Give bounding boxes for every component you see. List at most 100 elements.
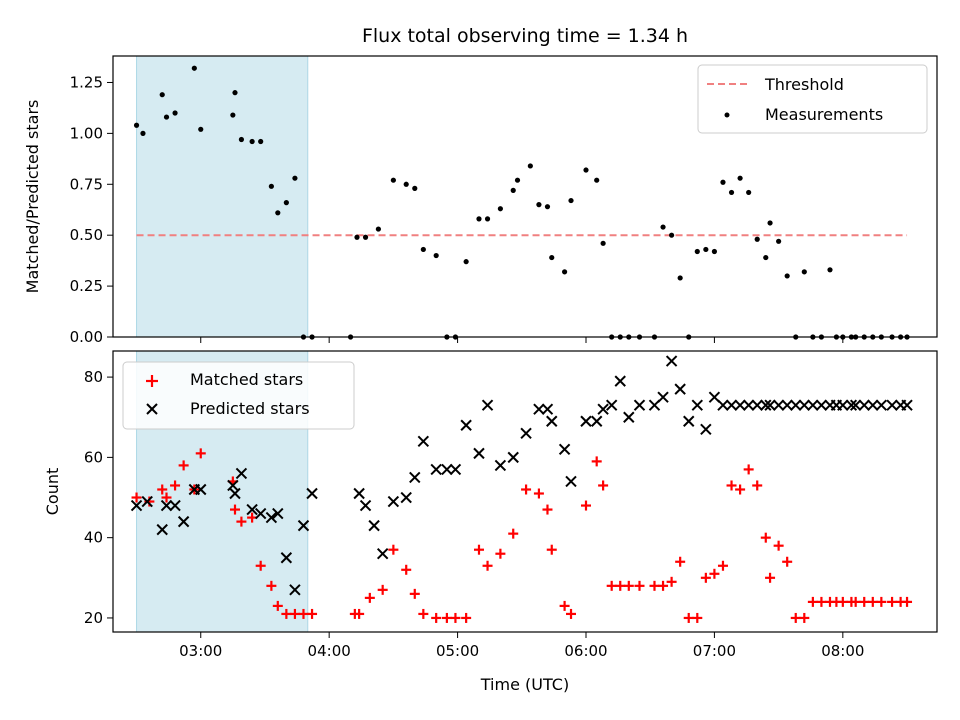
matched-star-point — [816, 596, 827, 607]
measurement-point — [510, 187, 516, 193]
top-y-tick-label: 1.25 — [70, 73, 103, 91]
matched-star-point — [431, 612, 442, 623]
chart-title: Flux total observing time = 1.34 h — [362, 25, 688, 47]
matched-star-point — [580, 500, 591, 511]
matched-star-point — [388, 544, 399, 555]
predicted-star-point — [169, 499, 181, 512]
predicted-star-point — [781, 399, 793, 411]
matched-star-point — [229, 504, 240, 515]
measurement-point — [801, 269, 807, 275]
predicted-star-point — [734, 399, 746, 411]
matched-star-point — [658, 580, 669, 591]
matched-star-point — [700, 572, 711, 583]
predicted-star-point — [306, 487, 318, 500]
bottom-x-tick-label: 07:00 — [693, 642, 736, 660]
measurement-point — [484, 216, 491, 222]
matched-star-point — [401, 564, 412, 575]
top-y-tick-label: 0.25 — [70, 277, 103, 295]
predicted-star-point — [790, 399, 802, 411]
matched-star-point — [533, 488, 544, 499]
legend-measurements-swatch — [724, 112, 730, 118]
measurement-point — [249, 138, 255, 145]
measurement-point — [232, 90, 238, 96]
predicted-star-point — [597, 403, 609, 415]
matched-star-point — [649, 580, 660, 591]
measurement-point — [711, 248, 718, 255]
predicted-star-point — [272, 507, 284, 520]
matched-star-point — [773, 540, 784, 551]
matched-star-point — [377, 584, 388, 595]
predicted-star-point — [376, 548, 389, 560]
top-y-axis: 0.00 0.25 0.50 0.75 1.00 1.25 — [70, 73, 113, 346]
matched-star-point — [450, 612, 461, 623]
predicted-star-point — [565, 475, 577, 488]
top-axes-frame — [112, 55, 938, 338]
measurement-point — [776, 238, 782, 244]
matched-star-point — [473, 544, 484, 555]
bottom-x-tick-label: 03:00 — [179, 642, 222, 660]
measurement-point — [694, 248, 700, 255]
matched-star-point — [178, 460, 189, 471]
matched-star-point — [418, 608, 429, 619]
measurement-point — [390, 177, 396, 183]
predicted-star-point — [280, 552, 293, 564]
top-y-axis-label: Matched/Predicted stars — [23, 100, 42, 294]
measurement-point — [527, 163, 533, 169]
matched-star-point — [859, 596, 870, 607]
matched-star-point — [799, 612, 810, 623]
matched-star-point — [606, 580, 617, 591]
matched-star-point — [195, 448, 206, 459]
matched-star-point — [634, 580, 645, 591]
predicted-star-point — [580, 415, 592, 427]
predicted-star-point — [837, 399, 849, 411]
measurement-point — [420, 246, 426, 253]
matched-star-point — [161, 492, 172, 503]
matched-star-point — [542, 504, 553, 515]
bottom-y-tick-label: 60 — [84, 448, 103, 466]
matched-star-point — [307, 608, 318, 619]
predicted-star-point — [657, 391, 669, 403]
measurement-point — [703, 246, 709, 253]
top-legend-box — [697, 64, 928, 134]
measurement-point — [238, 136, 245, 143]
measurement-point — [476, 216, 482, 222]
predicted-star-point — [807, 399, 819, 411]
measurement-point — [275, 210, 281, 216]
predicted-star-point — [742, 399, 755, 411]
matched-stars-series — [131, 448, 913, 623]
bottom-y-tick-label: 20 — [84, 609, 103, 627]
matched-star-point — [266, 580, 277, 591]
predicted-star-point — [700, 423, 712, 435]
predicted-star-point — [605, 399, 618, 411]
predicted-star-point — [353, 487, 365, 500]
matched-star-point — [289, 608, 300, 619]
predicted-star-point — [473, 447, 485, 460]
measurement-point — [258, 138, 264, 145]
measurement-point — [268, 183, 274, 189]
measurement-point — [827, 267, 833, 273]
matched-star-point — [876, 596, 887, 607]
measurement-point — [737, 175, 743, 181]
matched-star-point — [131, 492, 142, 503]
predicted-star-point — [156, 523, 168, 536]
matched-star-point — [887, 596, 898, 607]
matched-star-point — [461, 612, 472, 623]
predicted-star-point — [614, 375, 626, 387]
bottom-x-tick-label: 08:00 — [821, 642, 864, 660]
matched-star-point — [709, 568, 720, 579]
legend-matched-swatch — [146, 375, 158, 387]
predicted-star-point — [751, 399, 763, 411]
matched-star-point — [598, 480, 609, 491]
predicted-star-point — [227, 479, 239, 492]
predicted-star-point — [494, 459, 507, 472]
predicted-star-point — [867, 399, 879, 411]
measurement-point — [660, 224, 666, 230]
matched-star-point — [482, 560, 493, 571]
matched-star-point — [157, 484, 168, 495]
predicted-star-point — [507, 451, 519, 464]
measurement-point — [433, 252, 439, 259]
measurement-point — [283, 200, 289, 206]
matched-star-point — [692, 612, 703, 623]
predicted-star-point — [400, 491, 412, 504]
